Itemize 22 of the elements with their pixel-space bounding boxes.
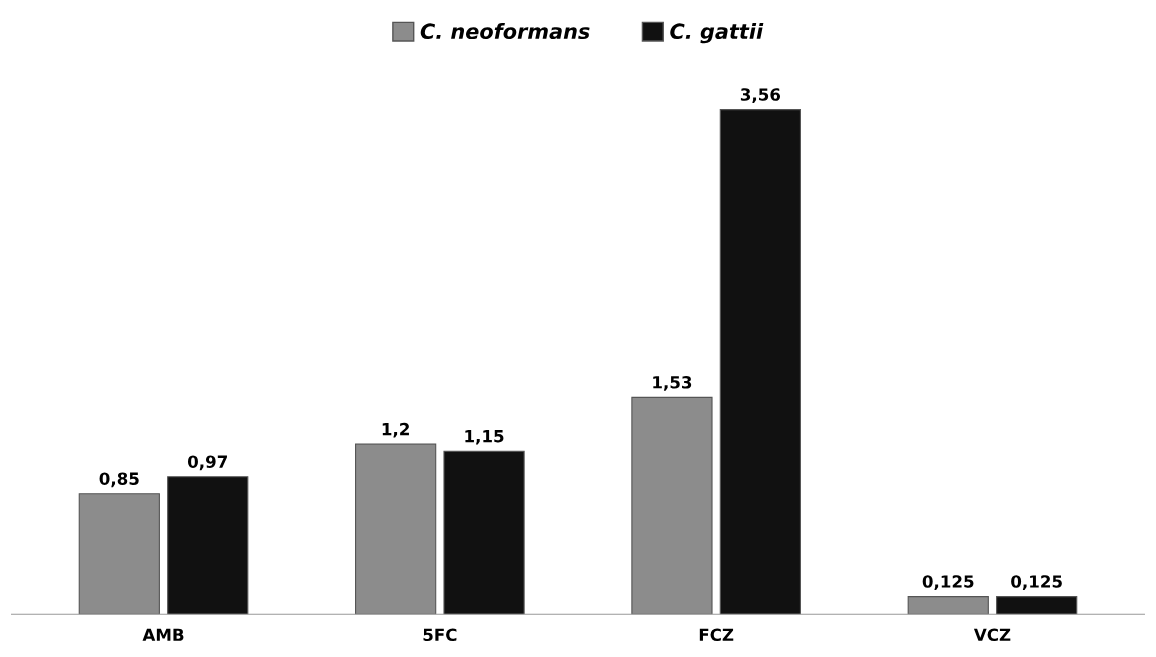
bar: [631, 396, 713, 615]
x-tick-label: 5FC: [423, 628, 457, 642]
x-tick-label: VCZ: [973, 628, 1011, 642]
x-tick-label: AMB: [142, 628, 184, 641]
legend-label: C. gattii: [670, 22, 764, 44]
bar: [78, 493, 160, 615]
bar: [355, 443, 437, 615]
bar: [996, 596, 1078, 615]
data-label: 1,53: [653, 376, 692, 391]
bar: [167, 476, 249, 615]
data-label: 1,2: [382, 422, 409, 438]
data-label: 0,85: [99, 472, 139, 488]
data-label: 0,125: [1011, 575, 1062, 590]
legend-label: C. neoformans: [420, 22, 590, 40]
data-label: 3,56: [740, 88, 781, 103]
bar: [443, 450, 525, 615]
data-label: 0,125: [922, 575, 974, 590]
bar: [907, 596, 989, 615]
bar: [719, 109, 801, 615]
x-tick-label: FCZ: [699, 628, 734, 642]
data-label: 1,15: [465, 430, 504, 445]
data-label: 0,97: [187, 455, 227, 471]
